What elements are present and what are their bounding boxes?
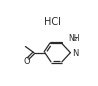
Text: 2: 2 [73,37,77,42]
Text: N: N [72,49,78,58]
Text: O: O [24,57,30,66]
Text: NH: NH [68,34,80,43]
Text: HCl: HCl [44,17,61,27]
